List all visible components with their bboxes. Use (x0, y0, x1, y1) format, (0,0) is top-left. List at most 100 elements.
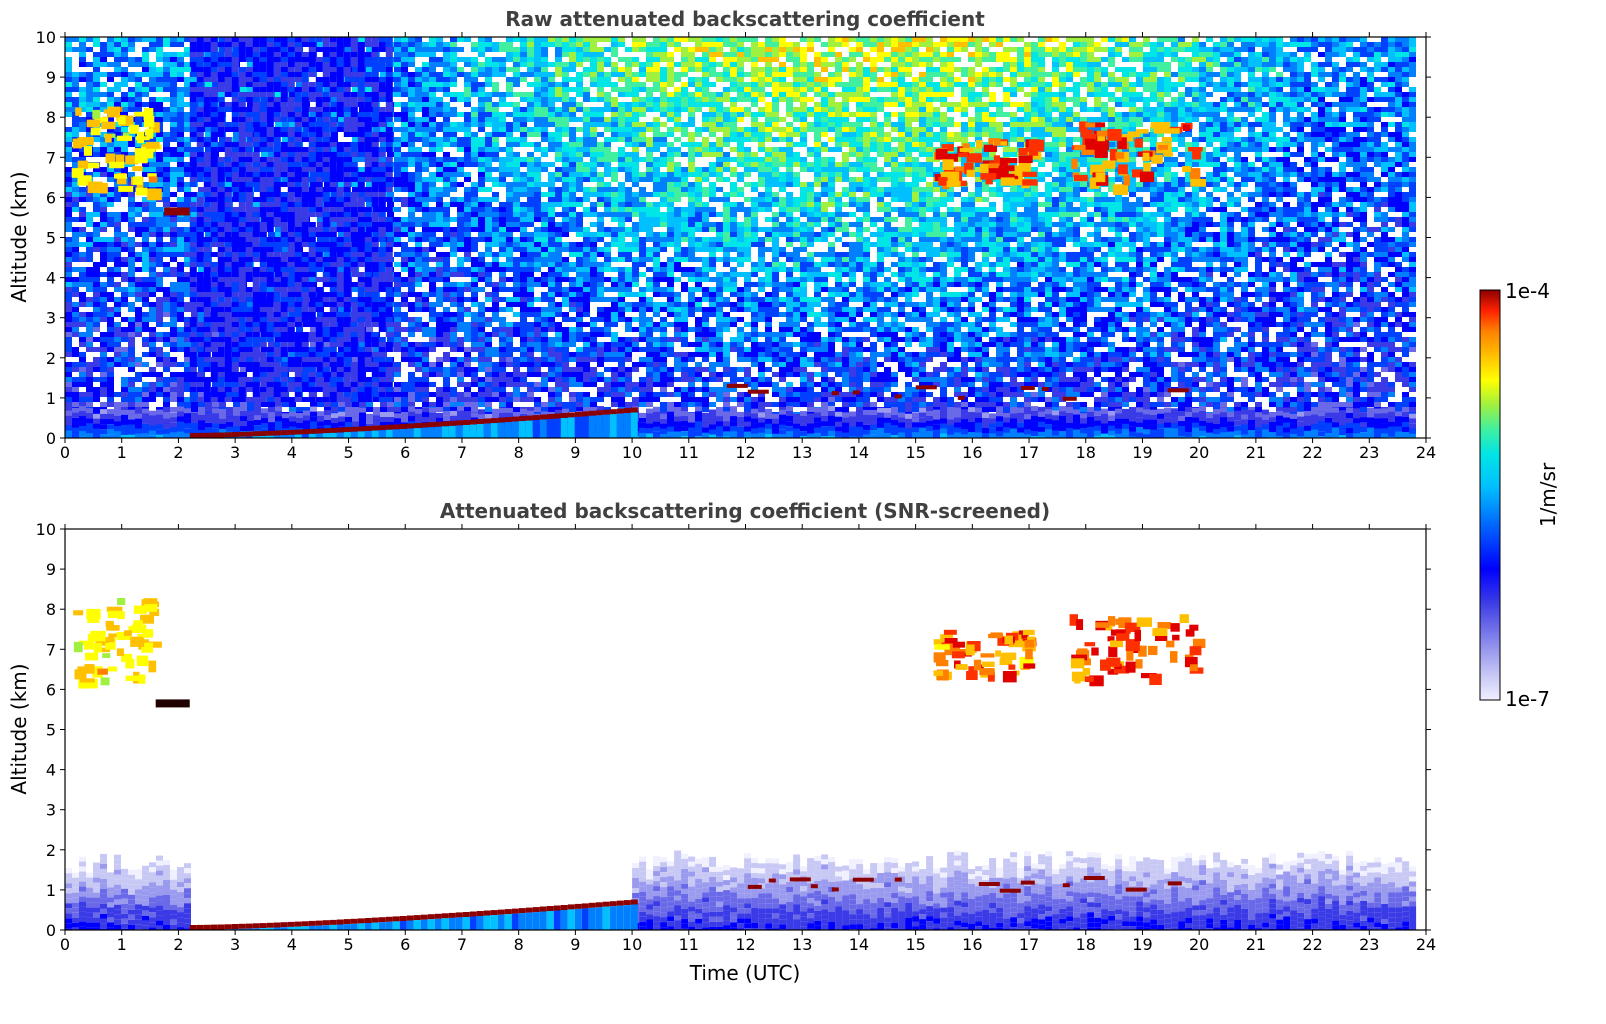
noise-cell (184, 362, 191, 367)
noise-cell (527, 407, 534, 412)
noise-cell (485, 382, 492, 387)
noise-cell (156, 307, 163, 312)
noise-cell (394, 287, 401, 292)
noise-cell (569, 177, 576, 182)
noise-cell (149, 87, 156, 92)
noise-cell (401, 42, 408, 47)
noise-cell (450, 242, 457, 247)
noise-cell (121, 47, 128, 52)
noise-cell (401, 92, 408, 97)
noise-cell (93, 82, 100, 87)
noise-cell (478, 107, 485, 112)
noise-cell (534, 172, 541, 177)
noise-cell (548, 197, 555, 202)
noise-cell (527, 217, 534, 222)
noise-cell (422, 152, 429, 157)
noise-cell (205, 52, 212, 57)
noise-cell (534, 257, 541, 262)
noise-cell (191, 407, 198, 412)
noise-cell (443, 72, 450, 77)
noise-cell (401, 37, 408, 42)
noise-cell (163, 107, 170, 112)
noise-cell (436, 217, 443, 222)
noise-cell (443, 272, 450, 277)
noise-cell (394, 157, 401, 162)
noise-cell (443, 357, 450, 362)
noise-cell (429, 192, 436, 197)
noise-cell (478, 337, 485, 342)
noise-cell (471, 187, 478, 192)
noise-cell (128, 242, 135, 247)
noise-cell (464, 82, 471, 87)
noise-cell (366, 67, 373, 72)
noise-cell (562, 117, 569, 122)
noise-cell (478, 402, 485, 407)
noise-cell (191, 77, 198, 82)
noise-cell (429, 232, 436, 237)
noise-cell (429, 237, 436, 242)
noise-cell (548, 297, 555, 302)
noise-cell (114, 342, 121, 347)
noise-cell (555, 112, 562, 117)
noise-cell (534, 232, 541, 237)
noise-cell (128, 62, 135, 67)
noise-cell (163, 232, 170, 237)
noise-cell (499, 57, 506, 62)
noise-cell (401, 157, 408, 162)
noise-cell (478, 287, 485, 292)
noise-cell (254, 402, 261, 407)
noise-cell (457, 122, 464, 127)
noise-cell (443, 87, 450, 92)
noise-cell (170, 267, 177, 272)
noise-cell (492, 147, 499, 152)
noise-cell (107, 237, 114, 242)
noise-cell (583, 227, 590, 232)
noise-cell (121, 212, 128, 217)
noise-cell (107, 172, 114, 177)
noise-cell (163, 397, 170, 402)
noise-cell (527, 332, 534, 337)
noise-cell (72, 352, 79, 357)
noise-cell (443, 352, 450, 357)
noise-cell (163, 227, 170, 232)
noise-cell (576, 297, 583, 302)
noise-cell (562, 87, 569, 92)
noise-cell (261, 217, 268, 222)
noise-cell (401, 122, 408, 127)
noise-cell (380, 242, 387, 247)
noise-cell (569, 52, 576, 57)
noise-cell (163, 217, 170, 222)
noise-cell (429, 107, 436, 112)
noise-cell (527, 197, 534, 202)
noise-cell (149, 62, 156, 67)
noise-cell (121, 377, 128, 382)
noise-cell (485, 272, 492, 277)
noise-cell (443, 327, 450, 332)
noise-cell (128, 87, 135, 92)
noise-cell (541, 242, 548, 247)
noise-cell (142, 397, 149, 402)
noise-cell (457, 337, 464, 342)
noise-cell (156, 337, 163, 342)
noise-cell (72, 267, 79, 272)
noise-cell (548, 252, 555, 257)
noise-cell (121, 192, 128, 197)
noise-cell (576, 352, 583, 357)
noise-cell (177, 252, 184, 257)
noise-cell (121, 42, 128, 47)
noise-cell (436, 262, 443, 267)
noise-cell (394, 117, 401, 122)
noise-cell (408, 362, 415, 367)
noise-cell (149, 292, 156, 297)
noise-cell (520, 337, 527, 342)
noise-cell (534, 402, 541, 407)
noise-cell (366, 407, 373, 412)
noise-cell (562, 77, 569, 82)
noise-cell (583, 47, 590, 52)
noise-cell (100, 382, 107, 387)
noise-cell (457, 172, 464, 177)
noise-cell (373, 232, 380, 237)
noise-cell (471, 202, 478, 207)
noise-cell (513, 257, 520, 262)
noise-cell (310, 327, 317, 332)
